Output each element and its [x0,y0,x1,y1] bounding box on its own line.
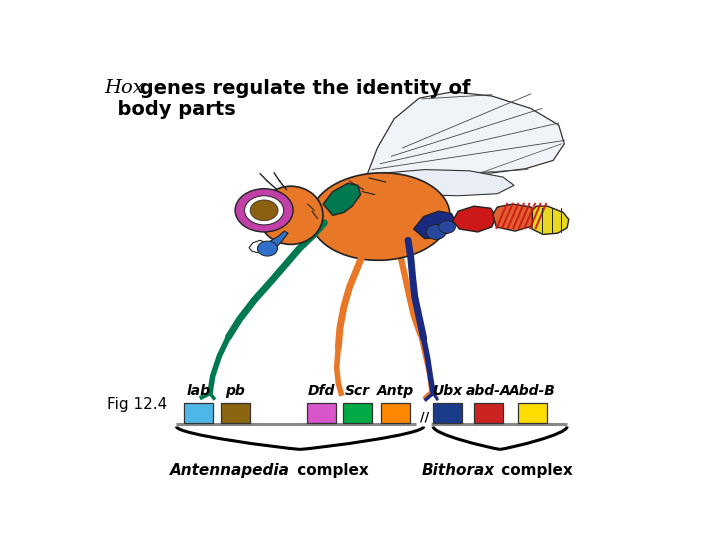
Circle shape [245,196,284,225]
Ellipse shape [310,173,450,260]
Text: Hox: Hox [104,79,144,97]
Ellipse shape [258,186,323,245]
Text: complex: complex [496,463,573,478]
Text: Scr: Scr [346,384,370,398]
Text: lab: lab [186,384,211,398]
Polygon shape [366,170,514,196]
Polygon shape [493,204,536,231]
Polygon shape [453,206,496,232]
Text: body parts: body parts [104,100,235,119]
Text: Ubx: Ubx [432,384,462,398]
FancyBboxPatch shape [382,403,410,423]
FancyBboxPatch shape [433,403,462,423]
Text: pb: pb [225,384,245,398]
FancyBboxPatch shape [343,403,372,423]
Text: complex: complex [292,463,369,478]
Polygon shape [267,231,288,250]
Circle shape [438,221,456,233]
Circle shape [258,241,277,256]
Text: Antp: Antp [377,384,414,398]
Circle shape [250,200,278,221]
FancyBboxPatch shape [474,403,503,423]
Polygon shape [366,92,564,177]
Circle shape [426,225,446,239]
Text: genes regulate the identity of: genes regulate the identity of [133,79,470,98]
Polygon shape [413,211,456,239]
FancyBboxPatch shape [307,403,336,423]
Polygon shape [323,183,361,215]
Text: Bithorax: Bithorax [421,463,495,478]
FancyBboxPatch shape [184,403,213,423]
FancyBboxPatch shape [518,403,547,423]
Polygon shape [532,206,569,234]
Text: //: // [420,410,429,423]
Text: abd-A: abd-A [466,384,512,398]
Circle shape [235,188,293,232]
Text: Dfd: Dfd [308,384,336,398]
Text: Fig 12.4: Fig 12.4 [107,397,167,413]
FancyBboxPatch shape [220,403,250,423]
Polygon shape [249,240,266,253]
Text: Antennapedia: Antennapedia [170,463,290,478]
Text: Abd-B: Abd-B [509,384,556,398]
